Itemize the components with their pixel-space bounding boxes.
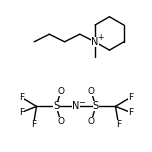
Text: N: N [72,101,80,111]
Text: F: F [19,93,24,102]
Text: N: N [91,37,99,47]
Text: −: − [78,98,85,107]
Text: F: F [116,120,121,129]
Text: S: S [93,101,99,111]
Text: F: F [128,108,133,117]
Text: O: O [57,87,64,96]
Text: F: F [128,93,133,102]
Text: O: O [88,117,95,126]
Text: F: F [19,108,24,117]
Text: S: S [53,101,59,111]
Text: +: + [98,33,104,42]
Text: F: F [31,120,36,129]
Text: O: O [88,87,95,96]
Text: O: O [57,117,64,126]
